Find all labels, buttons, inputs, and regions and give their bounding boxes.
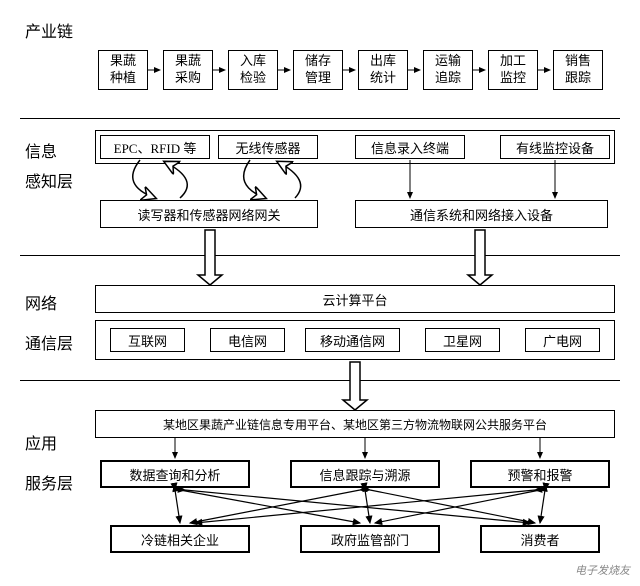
label-app: 应用 (25, 430, 57, 454)
app-mid-1: 信息跟踪与溯源 (290, 460, 440, 488)
hr-1 (20, 118, 620, 119)
label-comm: 通信层 (25, 330, 73, 354)
chain-box-1: 果蔬 采购 (163, 50, 213, 90)
app-bottom-2: 消费者 (480, 525, 600, 553)
hr-2 (20, 255, 620, 256)
network-box-4: 广电网 (525, 328, 600, 352)
network-box-0: 互联网 (110, 328, 185, 352)
chain-box-4: 出库 统计 (358, 50, 408, 90)
sense-box-3: 有线监控设备 (500, 135, 610, 159)
network-box-2: 移动通信网 (305, 328, 400, 352)
app-mid-0: 数据查询和分析 (100, 460, 250, 488)
chain-box-6: 加工 监控 (488, 50, 538, 90)
chain-box-3: 储存 管理 (293, 50, 343, 90)
chain-box-7: 销售 跟踪 (553, 50, 603, 90)
sense-bottom-0: 读写器和传感器网络网关 (100, 200, 318, 228)
label-service: 服务层 (25, 470, 73, 494)
app-bottom-1: 政府监管部门 (300, 525, 440, 553)
sense-box-0: EPC、RFID 等 (100, 135, 210, 159)
app-top-box: 某地区果蔬产业链信息专用平台、某地区第三方物流物联网公共服务平台 (95, 410, 615, 438)
chain-box-2: 入库 检验 (228, 50, 278, 90)
app-mid-2: 预警和报警 (470, 460, 610, 488)
sense-bottom-1: 通信系统和网络接入设备 (355, 200, 608, 228)
label-chain: 产业链 (25, 18, 73, 42)
label-sense: 感知层 (25, 168, 73, 192)
sense-box-2: 信息录入终端 (355, 135, 465, 159)
watermark: 电子发烧友 (575, 562, 630, 578)
label-info: 信息 (25, 138, 57, 162)
sense-box-1: 无线传感器 (218, 135, 318, 159)
chain-box-5: 运输 追踪 (423, 50, 473, 90)
hr-3 (20, 380, 620, 381)
network-box-1: 电信网 (210, 328, 285, 352)
chain-box-0: 果蔬 种植 (98, 50, 148, 90)
network-box-3: 卫星网 (425, 328, 500, 352)
app-bottom-0: 冷链相关企业 (110, 525, 250, 553)
label-network: 网络 (25, 290, 57, 314)
network-top-box: 云计算平台 (95, 285, 615, 313)
